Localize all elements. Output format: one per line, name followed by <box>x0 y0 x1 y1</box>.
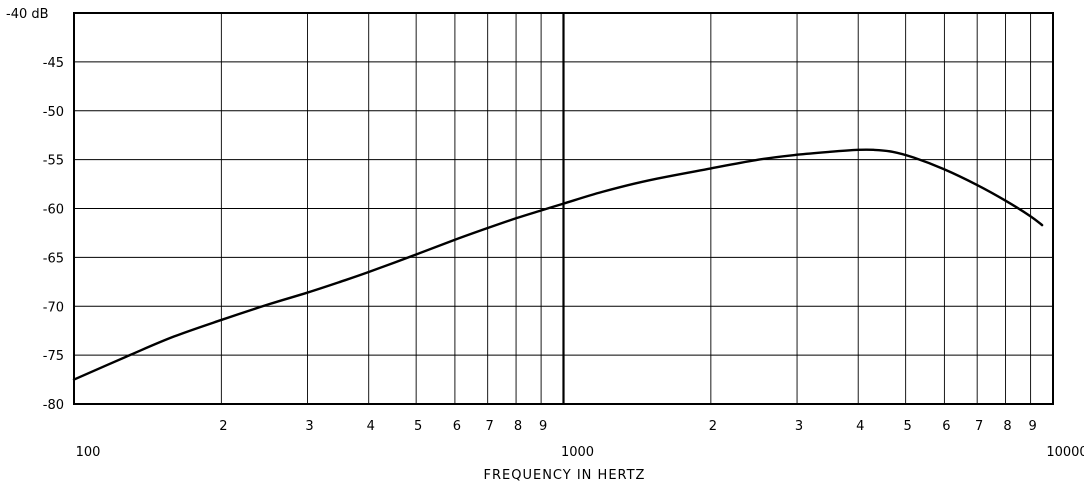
grid-lines <box>74 13 1053 404</box>
x-tick-label: 7 <box>975 419 983 434</box>
x-axis-title: FREQUENCY IN HERTZ <box>484 468 646 483</box>
x-tick-label: 5 <box>414 419 422 434</box>
y-tick-label: -70 <box>43 300 64 315</box>
x-tick-label: 6 <box>942 419 950 434</box>
x-tick-label: 2 <box>709 419 717 434</box>
x-tick-label: 3 <box>795 419 803 434</box>
y-tick-label: -60 <box>43 203 64 218</box>
x-tick-label: 9 <box>1028 419 1036 434</box>
y-tick-label: -65 <box>43 251 64 266</box>
y-tick-label: -50 <box>43 105 64 120</box>
y-tick-label: -45 <box>43 56 64 71</box>
y-tick-label: -75 <box>43 349 64 364</box>
x-tick-label: 4 <box>856 419 864 434</box>
y-tick-label: -40 dB <box>6 7 49 22</box>
x-tick-label: 4 <box>367 419 375 434</box>
y-tick-label: -80 <box>43 398 64 413</box>
x-tick-label: 5 <box>904 419 912 434</box>
x-tick-label: 8 <box>1003 419 1011 434</box>
series-line <box>72 148 1044 381</box>
y-tick-labels: -40 dB -45 -50 -55 -60 -65 -70 -75 -80 <box>6 7 64 413</box>
x-tick-label: 100 <box>76 445 101 460</box>
x-tick-label: 1000 <box>561 445 594 460</box>
x-tick-label: 10000 <box>1046 445 1084 460</box>
x-tick-label: 3 <box>305 419 313 434</box>
x-tick-labels: 100 2 3 4 5 6 7 8 9 1000 2 3 4 5 6 7 8 9 10000 <box>76 419 1084 460</box>
series-layer <box>72 148 1044 381</box>
y-tick-label: -55 <box>43 154 64 169</box>
plot-frame <box>73 12 1054 405</box>
x-tick-label: 6 <box>453 419 461 434</box>
x-tick-label: 7 <box>486 419 494 434</box>
x-tick-label: 8 <box>514 419 522 434</box>
x-tick-label: 9 <box>539 419 547 434</box>
x-tick-label: 2 <box>219 419 227 434</box>
